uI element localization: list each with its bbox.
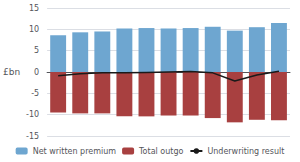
svg-text:-5: -5 — [31, 89, 39, 98]
svg-text:Net written premium: Net written premium — [33, 147, 117, 156]
svg-text:10: 10 — [29, 25, 39, 34]
svg-text:5: 5 — [34, 46, 39, 55]
svg-text:Total outgo: Total outgo — [138, 147, 183, 156]
svg-text:15: 15 — [29, 4, 39, 13]
svg-text:£bn: £bn — [3, 67, 20, 77]
svg-text:0: 0 — [34, 68, 39, 77]
svg-text:-15: -15 — [26, 132, 39, 141]
svg-text:-10: -10 — [26, 110, 39, 119]
svg-text:Underwriting result: Underwriting result — [207, 147, 284, 156]
